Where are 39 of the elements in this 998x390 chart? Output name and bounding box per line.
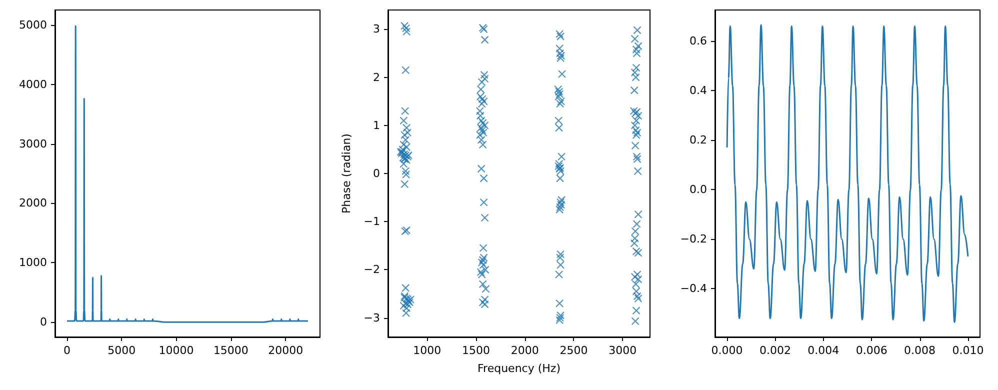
x-tick-label: 3000 <box>608 344 637 357</box>
x-tick-label: 1500 <box>462 344 490 357</box>
x-tick-label: 10000 <box>158 344 194 357</box>
y-tick-label: 2 <box>373 70 380 84</box>
y-tick-label: −1 <box>364 215 380 228</box>
y-tick-label: 0.2 <box>690 134 707 147</box>
y-tick-label: 0 <box>40 316 47 329</box>
y-tick-label: 3000 <box>19 137 47 150</box>
y-tick-label: −2 <box>364 263 380 276</box>
y-tick-label: 0.0 <box>690 183 707 196</box>
x-axis-title: Frequency (Hz) <box>478 362 560 375</box>
x-tick-label: 0.004 <box>808 344 840 357</box>
line-series <box>726 24 969 323</box>
y-tick-label: 5000 <box>19 18 47 32</box>
y-tick-label: 4000 <box>19 78 47 91</box>
x-tick-label: 0.010 <box>952 344 984 357</box>
y-tick-label: 2000 <box>19 196 47 210</box>
x-tick-label: 0 <box>64 344 71 357</box>
y-tick-label: 0.6 <box>690 34 707 48</box>
y-axis-title: Phase (radian) <box>340 134 353 214</box>
x-tick-label: 0.008 <box>904 344 936 357</box>
y-tick-label: 3 <box>373 22 380 36</box>
x-tick-label: 0.000 <box>711 344 743 357</box>
y-tick-label: 0 <box>373 167 380 180</box>
line-series <box>66 25 309 323</box>
x-tick-label: 0.006 <box>856 344 888 357</box>
y-tick-label: 1 <box>373 118 380 132</box>
y-tick-label: 1000 <box>19 256 47 270</box>
x-tick-label: 15000 <box>213 344 248 357</box>
y-tick-label: −3 <box>364 311 380 324</box>
y-tick-label: 0.4 <box>690 84 707 98</box>
y-tick-label: −0.2 <box>680 232 707 246</box>
x-tick-label: 2000 <box>510 344 539 357</box>
x-tick-label: 20000 <box>268 344 304 357</box>
x-tick-label: 0.002 <box>759 344 791 357</box>
x-tick-label: 1000 <box>413 344 442 357</box>
x-tick-label: 2500 <box>560 344 588 357</box>
y-tick-label: −0.4 <box>680 282 707 296</box>
x-tick-label: 5000 <box>108 344 136 357</box>
